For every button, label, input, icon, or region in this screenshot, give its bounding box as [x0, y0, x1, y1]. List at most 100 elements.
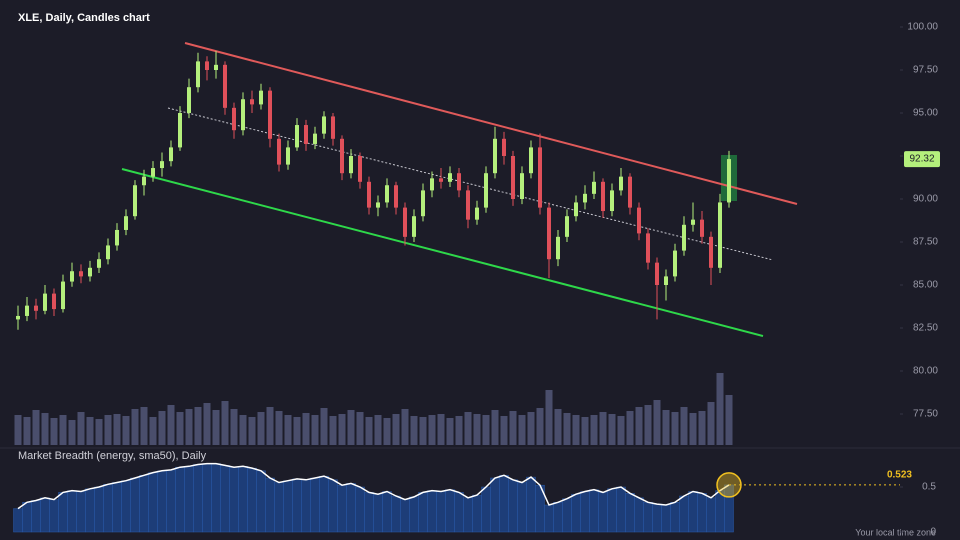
- breadth-line: [17, 462, 730, 510]
- breadth-bar: [40, 497, 50, 533]
- volume-bar: [608, 414, 616, 445]
- candle-body: [160, 161, 164, 169]
- candle-body: [151, 168, 155, 177]
- candle-body: [232, 107, 236, 131]
- breadth-bar: [346, 483, 356, 533]
- volume-bar: [248, 417, 256, 445]
- volume-bar: [158, 411, 166, 445]
- volume-bar: [446, 418, 454, 445]
- volume-bar: [347, 410, 355, 445]
- candle-body: [673, 250, 677, 277]
- volume-bar: [365, 417, 373, 445]
- time-zone: Your local time zone: [855, 527, 936, 537]
- volume-bar: [680, 407, 688, 445]
- breadth-bar: [337, 484, 347, 533]
- breadth-bar: [616, 486, 626, 533]
- breadth-bar: [49, 499, 59, 533]
- candle-body: [457, 173, 461, 191]
- candle-body: [358, 156, 362, 182]
- candle-body: [565, 216, 569, 237]
- volume-bar: [113, 414, 121, 445]
- breadth-bar: [184, 466, 194, 533]
- volume-bar: [554, 409, 562, 445]
- breadth-bar: [157, 470, 167, 533]
- volume-bar: [275, 411, 283, 445]
- volume-bar: [662, 410, 670, 445]
- candle-body: [556, 236, 560, 260]
- candle-body: [313, 133, 317, 144]
- candle-body: [187, 87, 191, 113]
- candle-body: [295, 125, 299, 148]
- candle-body: [583, 193, 587, 203]
- breadth-bar: [247, 467, 257, 533]
- breadth-bar: [472, 494, 482, 533]
- breadth-bar: [58, 492, 68, 533]
- candle-body: [304, 125, 308, 144]
- volume-bar: [464, 412, 472, 445]
- breadth-bar: [373, 493, 383, 533]
- breadth-bar: [310, 477, 320, 533]
- breadth-bar: [130, 477, 140, 533]
- breadth-bar: [607, 488, 617, 533]
- breadth-bar: [265, 477, 275, 533]
- candle-body: [241, 99, 245, 131]
- breadth-bar: [544, 504, 554, 533]
- y-tick-label: 77.50: [913, 409, 938, 420]
- candle-body: [340, 138, 344, 174]
- candle-body: [205, 61, 209, 70]
- candle-body: [691, 219, 695, 225]
- volume-bar: [500, 416, 508, 445]
- breadth-bar: [697, 493, 707, 533]
- candle-body: [394, 185, 398, 208]
- y-tick-label: 85.00: [913, 280, 938, 291]
- candle-body: [133, 185, 137, 217]
- breadth-bar: [211, 463, 221, 533]
- breadth-bar: [571, 493, 581, 533]
- candle-body: [619, 176, 623, 191]
- candle-body: [61, 281, 65, 310]
- volume-bar: [644, 405, 652, 445]
- breadth-bar: [13, 508, 23, 533]
- volume-bar: [401, 409, 409, 445]
- volume-bar: [212, 410, 220, 445]
- volume-bar: [617, 416, 625, 445]
- candle-body: [709, 236, 713, 268]
- breadth-bar: [589, 489, 599, 533]
- volume-bar: [455, 416, 463, 445]
- y-tick-label: 0: [930, 527, 936, 538]
- candle-body: [367, 181, 371, 208]
- last-value: 0.523: [887, 470, 912, 481]
- volume-bar: [221, 401, 229, 445]
- volume-bar: [320, 408, 328, 445]
- volume-bar: [689, 413, 697, 445]
- candle-body: [223, 64, 227, 108]
- candle-body: [79, 271, 83, 277]
- breadth-bar: [400, 499, 410, 533]
- candle-body: [376, 202, 380, 208]
- breadth-bar: [256, 470, 266, 533]
- candle-body: [349, 156, 353, 174]
- breadth-bar: [382, 491, 392, 533]
- breadth-bar: [220, 465, 230, 533]
- volume-bar: [437, 414, 445, 445]
- volume-bar: [653, 400, 661, 445]
- last-marker: [716, 472, 742, 498]
- breadth-bar: [22, 502, 32, 533]
- volume-bar: [329, 416, 337, 445]
- breadth-bar: [670, 502, 680, 533]
- breadth-bar: [364, 492, 374, 533]
- candle-body: [277, 138, 281, 165]
- volume-bar: [95, 419, 103, 445]
- volume-bar: [59, 415, 67, 445]
- volume-bar: [230, 409, 238, 445]
- breadth-bar: [166, 469, 176, 533]
- y-tick-label: 87.50: [913, 237, 938, 248]
- breadth-bar: [292, 478, 302, 533]
- candle-body: [412, 216, 416, 237]
- candle-body: [52, 293, 56, 310]
- volume-bar: [122, 416, 130, 445]
- breadth-bar: [112, 482, 122, 533]
- y-tick-label: 0.5: [922, 482, 936, 493]
